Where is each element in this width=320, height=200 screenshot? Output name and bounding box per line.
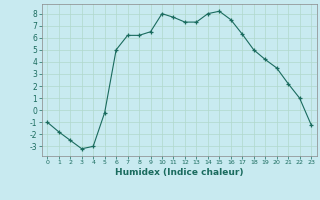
X-axis label: Humidex (Indice chaleur): Humidex (Indice chaleur)	[115, 168, 244, 177]
